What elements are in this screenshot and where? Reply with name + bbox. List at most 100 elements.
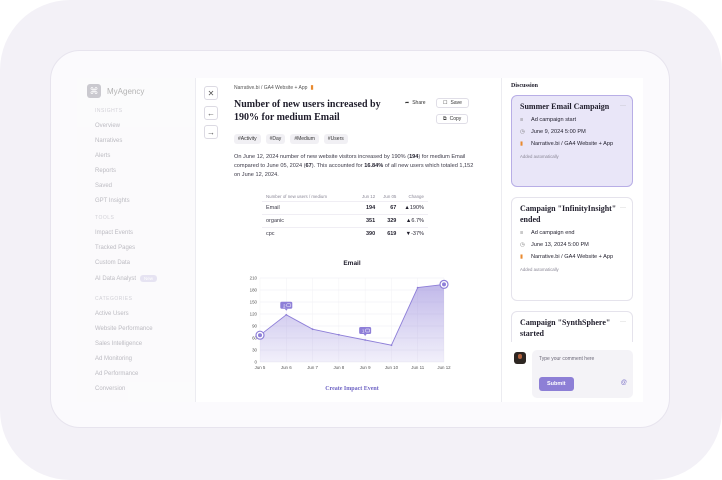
comparison-table: Number of new users / medium Jun 12 Jun … xyxy=(262,192,428,240)
table-row: cpc 390 619 ▼-37% xyxy=(262,227,428,241)
data-point xyxy=(416,286,419,289)
table-header: Jun 05 xyxy=(383,194,397,199)
x-tick-label: Jun 9 xyxy=(360,365,371,370)
change-cell: ▲190% xyxy=(400,202,428,215)
down-arrow-icon: ▼ xyxy=(405,231,412,237)
area-fill xyxy=(260,284,444,362)
table-header: Number of new users / medium xyxy=(266,194,328,199)
sidebar-item-gpt-insights[interactable]: GPT Insights xyxy=(95,198,130,204)
comment-icon xyxy=(365,328,370,333)
new-badge: New xyxy=(140,275,158,282)
copy-icon: ⧉ xyxy=(443,116,447,122)
share-button[interactable]: ➦ Share xyxy=(400,98,431,108)
desc-value: 16.84% xyxy=(364,163,384,169)
up-arrow-icon: ▲ xyxy=(405,218,412,224)
event-type-row: ≡ Ad campaign start xyxy=(520,116,624,124)
event-title: Campaign "SynthSphere" started xyxy=(520,318,611,338)
table-header: Change xyxy=(408,194,424,199)
copy-button[interactable]: ⧉ Copy xyxy=(436,114,469,124)
y-tick-label: 90 xyxy=(252,324,257,329)
tag-users[interactable]: #Users xyxy=(323,134,348,144)
comment-icon xyxy=(286,303,292,308)
sidebar-item-reports[interactable]: Reports xyxy=(95,168,117,174)
sidebar-section-label: TOOLS xyxy=(95,215,115,221)
comment-placeholder: Type your comment here xyxy=(539,356,595,362)
sidebar-item-sales-intelligence[interactable]: Sales Intelligence xyxy=(95,341,143,347)
comment-input[interactable]: Type your comment here Submit @ xyxy=(532,350,633,398)
event-source: Narrative.bi / GA4 Website + App xyxy=(531,141,614,147)
tag-day[interactable]: #Day xyxy=(265,134,286,144)
change-cell: ▲6.7% xyxy=(400,215,428,228)
more-options-icon[interactable]: ··· xyxy=(620,319,626,325)
sidebar-section-label: CATEGORIES xyxy=(95,296,133,302)
create-impact-event-link[interactable]: Create Impact Event xyxy=(325,386,379,392)
highlight-point-core xyxy=(442,282,446,287)
more-options-icon[interactable]: ··· xyxy=(620,103,626,109)
insight-content: Narrative.bi / GA4 Website + App ▮ Numbe… xyxy=(234,84,494,392)
sidebar-item-ai-data-analyst[interactable]: AI Data Analyst New xyxy=(95,275,158,282)
sidebar-item-custom-data[interactable]: Custom Data xyxy=(95,260,131,266)
next-button[interactable]: → xyxy=(204,125,218,139)
sidebar-item-conversion[interactable]: Conversion xyxy=(95,386,126,392)
breadcrumb[interactable]: Narrative.bi / GA4 Website + App ▮ xyxy=(234,84,494,92)
bar-chart-icon: ▮ xyxy=(310,85,314,91)
value-cell: 351 xyxy=(366,218,376,224)
medium-cell: organic xyxy=(266,218,285,224)
sidebar-item-tracked-pages[interactable]: Tracked Pages xyxy=(95,245,136,251)
event-card[interactable]: Summer Email Campaign ··· ≡ Ad campaign s… xyxy=(511,95,633,187)
tag-medium[interactable]: #Medium xyxy=(290,134,319,144)
submit-button[interactable]: Submit xyxy=(539,377,574,391)
annotation-badge xyxy=(359,327,372,334)
tag-activity[interactable]: #Activity xyxy=(234,134,261,144)
bookmark-icon: ☐ xyxy=(443,100,448,106)
change-value: 190% xyxy=(409,205,424,211)
sidebar-item-narratives[interactable]: Narratives xyxy=(95,138,123,144)
sidebar-item-impact-events[interactable]: Impact Events xyxy=(95,230,134,236)
annotation-count: 1 xyxy=(362,329,365,334)
sidebar-item-saved[interactable]: Saved xyxy=(95,183,113,189)
brand[interactable]: ⌘ MyAgency xyxy=(87,84,144,98)
medium-cell: Email xyxy=(266,205,280,211)
sidebar-item-overview[interactable]: Overview xyxy=(95,123,121,129)
event-date-row: ◷ June 9, 2024 5:00 PM xyxy=(520,128,624,136)
sidebar-item-label: AI Data Analyst xyxy=(95,275,137,282)
close-button[interactable]: ✕ xyxy=(204,86,218,100)
sidebar-item-ad-performance[interactable]: Ad Performance xyxy=(95,371,139,377)
sidebar-item-alerts[interactable]: Alerts xyxy=(95,153,111,159)
event-card[interactable]: Campaign "InfinityInsight" ended ··· ≡ Ad… xyxy=(511,197,633,301)
y-tick-label: 30 xyxy=(252,348,257,353)
clock-icon: ◷ xyxy=(520,129,525,135)
save-button[interactable]: ☐ Save xyxy=(436,98,469,108)
x-tick-label: Jun 7 xyxy=(307,365,318,370)
y-tick-label: 0 xyxy=(255,360,258,365)
previous-button[interactable]: ← xyxy=(204,106,218,120)
added-note: Added automatically xyxy=(520,154,559,159)
close-icon: ✕ xyxy=(207,88,215,98)
event-type-row: ≡ Ad campaign end xyxy=(520,229,624,237)
sidebar-item-website-performance[interactable]: Website Performance xyxy=(95,326,153,332)
data-point xyxy=(311,328,314,331)
list-icon: ≡ xyxy=(520,230,524,236)
annotation-badge xyxy=(280,301,293,309)
event-date: June 9, 2024 5:00 PM xyxy=(531,129,586,135)
sidebar-item-ad-monitoring[interactable]: Ad Monitoring xyxy=(95,356,133,362)
mention-icon[interactable]: @ xyxy=(620,380,627,386)
list-icon: ≡ xyxy=(520,117,524,123)
logo-icon: ⌘ xyxy=(87,84,101,98)
series-line xyxy=(259,283,445,346)
event-title: Campaign "InfinityInsight" ended xyxy=(520,204,617,224)
desc-text: ). This accounted for xyxy=(311,163,365,169)
event-type: Ad campaign end xyxy=(531,230,575,236)
x-tick-label: Jun 11 xyxy=(411,365,424,370)
app-window: ⌘ MyAgency INSIGHTS Overview Narratives … xyxy=(77,78,643,402)
desc-text: On June 12, 2024 number of new website v… xyxy=(234,154,410,160)
breadcrumb-text: Narrative.bi / GA4 Website + App xyxy=(234,84,308,91)
event-title: Summer Email Campaign xyxy=(520,102,610,111)
table-row: organic 351 329 ▲6.7% xyxy=(262,214,428,228)
event-date-row: ◷ June 13, 2024 5:00 PM xyxy=(520,241,624,249)
discussion-panel: Discussion Summer Email Campaign ··· ≡ Ad… xyxy=(501,78,643,402)
insight-description: On June 12, 2024 number of new website v… xyxy=(234,153,480,180)
more-options-icon[interactable]: ··· xyxy=(620,205,626,211)
sidebar-section-label: INSIGHTS xyxy=(95,108,123,114)
sidebar-item-active-users[interactable]: Active Users xyxy=(95,311,129,317)
